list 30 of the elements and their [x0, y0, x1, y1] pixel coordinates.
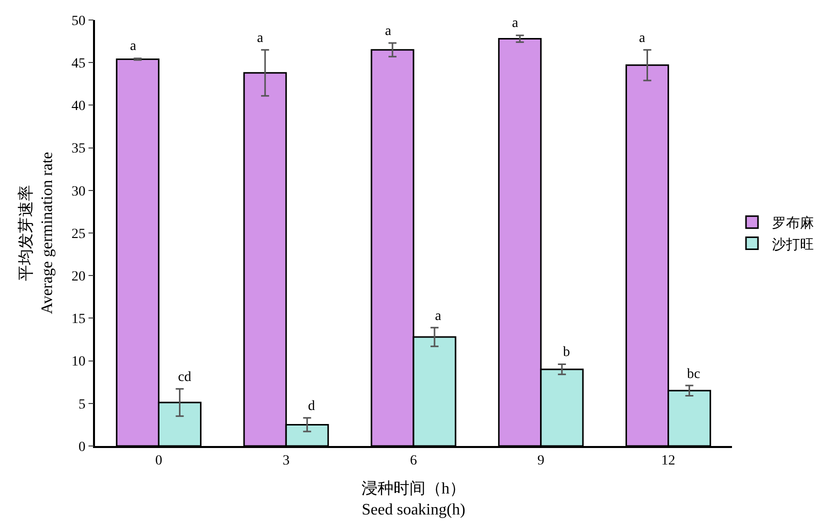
data-label: a	[385, 24, 392, 39]
data-label: cd	[178, 370, 192, 385]
legend-label: 罗布麻	[772, 216, 814, 232]
y-tick-label: 50	[71, 14, 86, 29]
y-tick-label: 40	[71, 99, 86, 114]
legend-label: 沙打旺	[772, 236, 814, 253]
data-label: b	[563, 345, 570, 360]
x-axis-title: 浸种时间（h） Seed soaking(h)	[362, 480, 466, 519]
data-label: a	[257, 31, 264, 46]
x-tick-label: 12	[661, 454, 676, 469]
y-tick-label: 15	[71, 312, 86, 328]
x-tick-label: 3	[282, 454, 290, 469]
y-tick-label: 10	[71, 354, 86, 370]
x-tick-label: 0	[155, 454, 162, 469]
y-tick-label: 25	[71, 226, 86, 242]
y-tick-label: 30	[71, 184, 86, 200]
data-label: bc	[687, 367, 700, 382]
data-label: a	[435, 309, 442, 324]
data-label: a	[130, 39, 137, 54]
y-axis-title: 平均发芽速率 Average germination rate	[17, 152, 56, 314]
y-tick-label: 0	[78, 440, 86, 455]
x-tick-label: 6	[410, 454, 417, 469]
y-tick-label: 20	[71, 270, 86, 284]
x-tick-label: 9	[537, 454, 544, 469]
data-label: a	[639, 31, 646, 46]
data-label: a	[512, 16, 519, 31]
y-tick-label: 35	[71, 142, 86, 157]
data-label: d	[308, 399, 315, 414]
y-tick-label: 45	[71, 56, 86, 72]
y-tick-label: 5	[78, 397, 86, 412]
